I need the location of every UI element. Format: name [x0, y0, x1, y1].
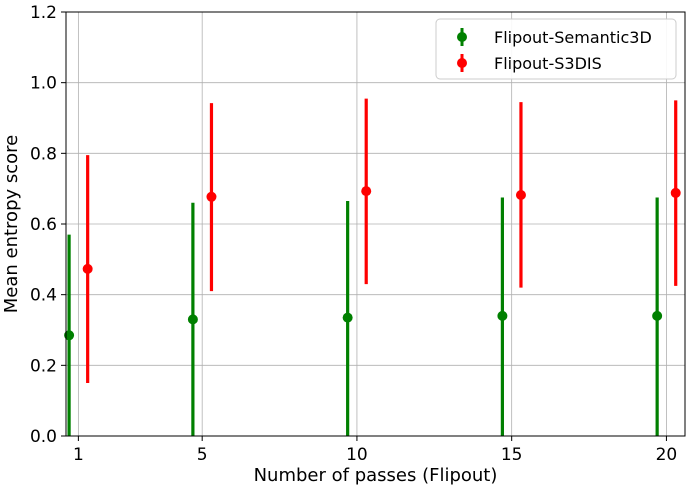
- x-tick-label: 20: [656, 445, 678, 465]
- legend-label: Flipout-S3DIS: [494, 54, 602, 73]
- legend-box: [435, 18, 677, 80]
- y-axis-label: Mean entropy score: [1, 135, 22, 314]
- data-point: [82, 263, 93, 274]
- y-tick-label: 0.2: [30, 356, 57, 376]
- data-point: [206, 191, 217, 202]
- legend: Flipout-Semantic3D Flipout-S3DIS: [435, 18, 677, 80]
- y-tick-label: 0.6: [30, 215, 57, 235]
- x-tick-label: 15: [501, 445, 523, 465]
- plot-frame: [65, 11, 686, 437]
- y-tick-label: 1.0: [30, 74, 57, 94]
- x-tick-label: 10: [346, 445, 368, 465]
- data-point: [64, 330, 75, 341]
- x-tick-label: 1: [73, 445, 84, 465]
- y-tick-label: 0.8: [30, 144, 57, 164]
- x-tick-label: 5: [197, 445, 208, 465]
- data-point: [652, 310, 663, 321]
- x-axis-ticks: 1 5 10 15 20: [73, 436, 677, 465]
- data-point: [497, 310, 508, 321]
- y-tick-label: 0.4: [30, 286, 57, 306]
- legend-marker: [457, 58, 467, 68]
- data-point: [342, 312, 353, 323]
- data-point: [361, 186, 372, 197]
- legend-label: Flipout-Semantic3D: [494, 28, 652, 47]
- legend-marker: [457, 32, 467, 42]
- data-point: [515, 190, 526, 201]
- x-axis-label: Number of passes (Flipout): [254, 465, 498, 486]
- y-axis-ticks: 0.0 0.2 0.4 0.6 0.8 1.0 1.2: [30, 3, 66, 447]
- error-bars: [64, 98, 681, 436]
- y-tick-label: 1.2: [30, 3, 57, 23]
- data-point: [187, 314, 198, 325]
- y-tick-label: 0.0: [30, 427, 57, 447]
- data-point: [670, 187, 681, 198]
